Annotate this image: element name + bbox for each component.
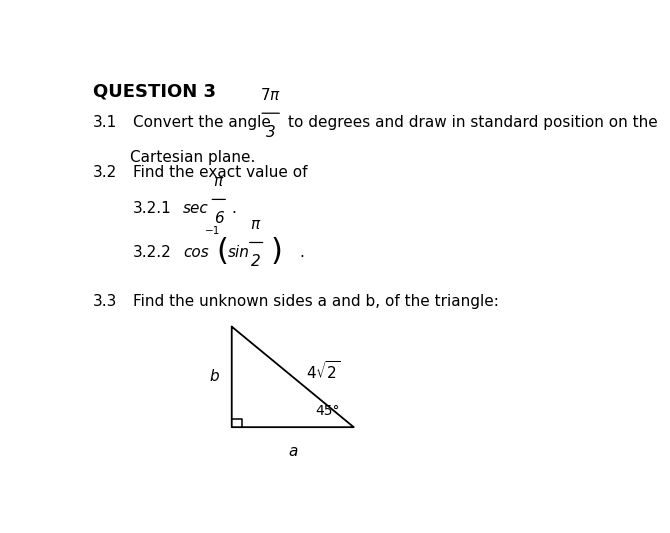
Text: .: . [299,245,304,260]
Text: 6: 6 [214,211,224,226]
Text: a: a [288,443,297,458]
Text: b: b [209,369,218,384]
Text: 3.1: 3.1 [93,115,117,130]
Text: (: ( [216,237,228,266]
Text: QUESTION 3: QUESTION 3 [93,83,216,100]
Text: 3.2.2: 3.2.2 [133,245,172,260]
Text: sec: sec [182,201,208,216]
Text: sin: sin [228,245,250,260]
Text: 3.2: 3.2 [93,165,117,180]
Text: Cartesian plane.: Cartesian plane. [131,150,256,165]
Text: .: . [232,201,237,216]
Text: $4\sqrt{2}$: $4\sqrt{2}$ [306,360,340,382]
Text: 3: 3 [266,125,275,140]
Text: cos: cos [184,245,209,260]
Text: $7\pi$: $7\pi$ [260,87,281,103]
Text: 45°: 45° [315,404,339,418]
Text: Find the exact value of: Find the exact value of [133,165,308,180]
Text: 3.2.1: 3.2.1 [133,201,172,216]
Text: −1: −1 [205,225,220,236]
Text: $\pi$: $\pi$ [213,174,224,189]
Text: $\pi$: $\pi$ [251,217,262,232]
Text: 3.3: 3.3 [93,294,117,309]
Text: Convert the angle: Convert the angle [133,115,271,130]
Text: to degrees and draw in standard position on the: to degrees and draw in standard position… [288,115,657,130]
Text: 2: 2 [251,254,261,269]
Text: Find the unknown sides a and b, of the triangle:: Find the unknown sides a and b, of the t… [133,294,499,309]
Text: ): ) [271,237,283,266]
